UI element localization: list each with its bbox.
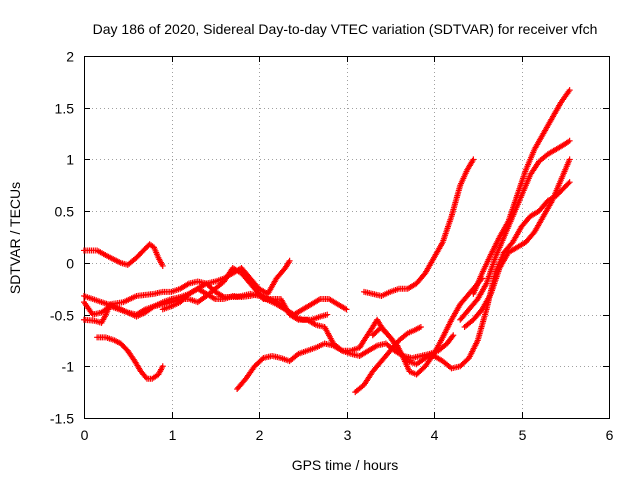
axis-ticks xyxy=(84,56,610,419)
series-track-1 xyxy=(81,241,166,269)
data-point xyxy=(324,311,331,318)
x-tick-label: 4 xyxy=(431,427,439,443)
series-track-8 xyxy=(361,156,477,299)
data-point xyxy=(566,87,573,94)
data-point xyxy=(417,323,424,330)
x-tick-label: 6 xyxy=(606,427,614,443)
data-point xyxy=(566,137,573,144)
y-tick-label: 1 xyxy=(66,152,74,168)
y-tick-label: -0.5 xyxy=(50,308,74,324)
series-track-10 xyxy=(369,179,573,372)
y-tick-labels: -1.5 -1 -0.5 0 0.5 1 1.5 2 xyxy=(50,49,74,427)
data-point xyxy=(450,332,457,339)
data-point xyxy=(286,257,293,264)
x-tick-label: 1 xyxy=(169,427,177,443)
y-axis-label: SDTVAR / TECUs xyxy=(7,182,23,294)
y-tick-label: 0 xyxy=(66,256,74,272)
x-tick-label: 0 xyxy=(81,427,89,443)
data-point xyxy=(159,363,166,370)
y-tick-label: -1.5 xyxy=(50,411,74,427)
data-point xyxy=(470,156,477,163)
x-tick-label: 5 xyxy=(519,427,527,443)
x-axis-label: GPS time / hours xyxy=(292,457,399,473)
series-track-12 xyxy=(461,156,573,330)
data-point xyxy=(159,262,166,269)
chart-title: Day 186 of 2020, Sidereal Day-to-day VTE… xyxy=(93,21,598,37)
data-point xyxy=(449,333,456,340)
series-track-13 xyxy=(470,87,573,297)
series-track-5 xyxy=(94,334,166,382)
series-track-4 xyxy=(81,257,293,320)
data-point xyxy=(566,156,573,163)
data-point xyxy=(343,306,350,313)
x-tick-label: 2 xyxy=(256,427,264,443)
y-tick-label: -1 xyxy=(62,359,75,375)
y-tick-label: 0.5 xyxy=(55,204,75,220)
data-point xyxy=(566,179,573,186)
y-tick-label: 1.5 xyxy=(55,101,75,117)
x-tick-label: 3 xyxy=(344,427,352,443)
grid xyxy=(84,56,609,418)
data-point xyxy=(565,180,572,187)
series-track-9 xyxy=(352,323,424,396)
x-tick-labels: 0 1 2 3 4 5 6 xyxy=(81,427,614,443)
series-track-6 xyxy=(159,285,350,318)
data-marks xyxy=(81,87,573,396)
y-tick-label: 2 xyxy=(66,49,74,65)
